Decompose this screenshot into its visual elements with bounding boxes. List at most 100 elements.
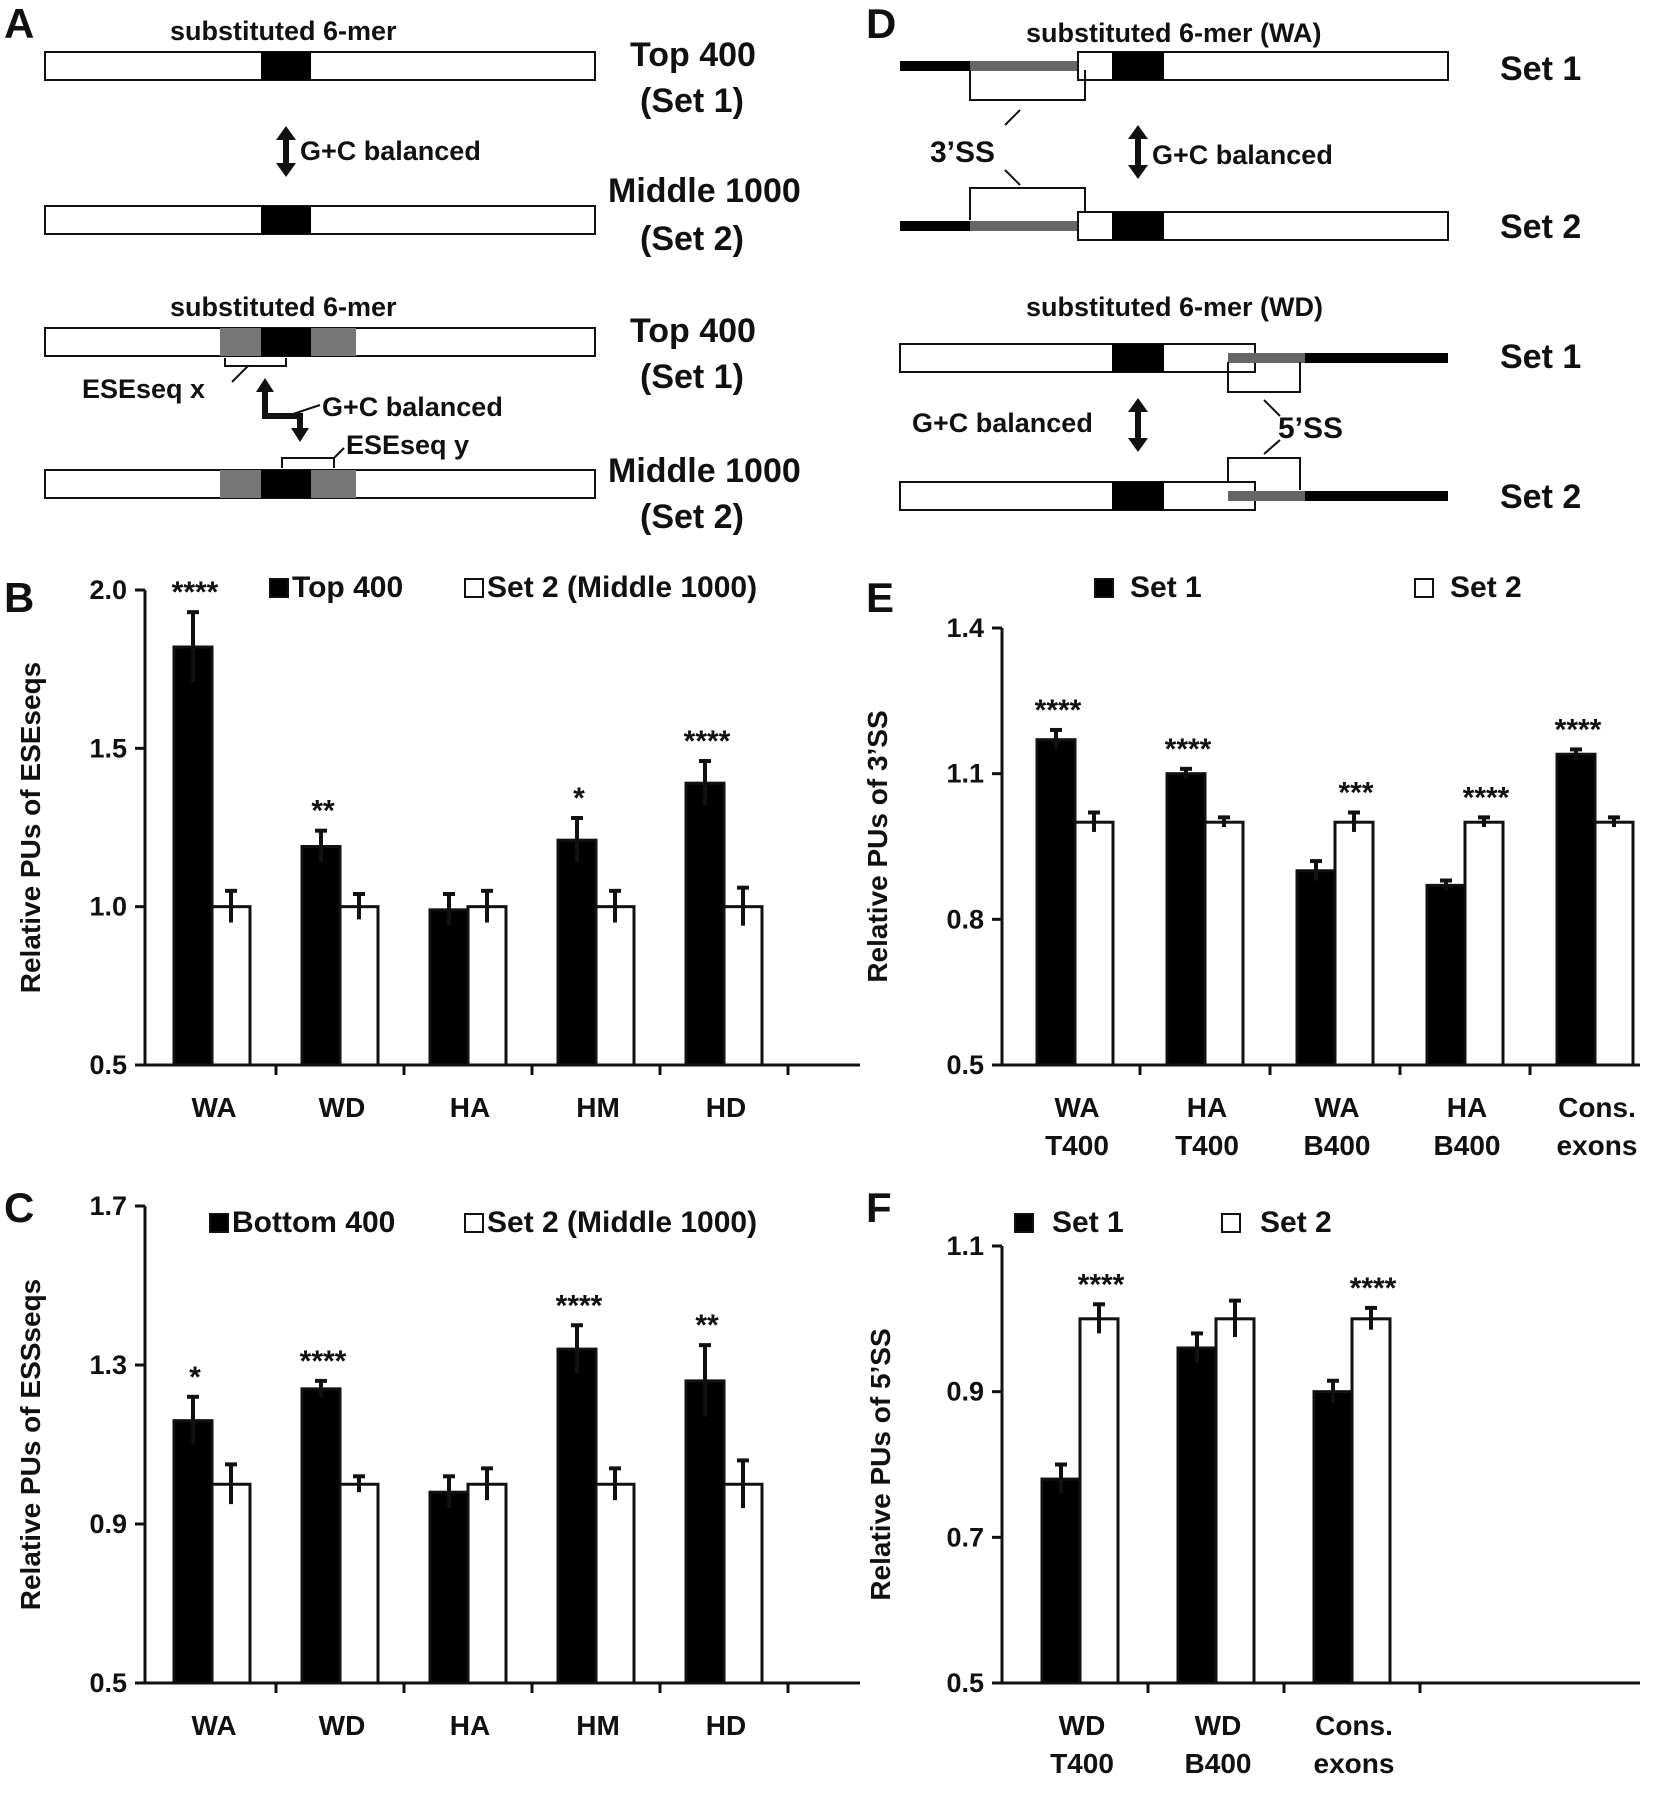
significance-label: * xyxy=(189,1361,201,1394)
top400-label-1: Top 400 xyxy=(630,36,756,74)
x-tick-label: T400 xyxy=(1175,1130,1239,1161)
legend-label: Set 2 (Middle 1000) xyxy=(487,1206,757,1239)
legend-swatch xyxy=(464,578,484,598)
bar xyxy=(1593,820,1635,1067)
gc-balanced-label-2: G+C balanced xyxy=(322,392,503,422)
substituted-wa-label: substituted 6-mer (WA) xyxy=(1026,18,1322,48)
significance-label: **** xyxy=(1035,694,1082,727)
significance-label: **** xyxy=(172,576,219,609)
bar xyxy=(1295,869,1337,1067)
significance-label: **** xyxy=(1078,1268,1125,1301)
chart-b: 0.5 1.0 1.5 2.0 Relative PUs of ESEseqs Top 4… xyxy=(15,571,860,1123)
x-tick-label: HM xyxy=(576,1092,620,1123)
sequence-bar-2 xyxy=(44,205,596,235)
set1-label-wa: Set 1 xyxy=(1500,50,1581,88)
significance-label: **** xyxy=(1350,1272,1397,1305)
y-axis-label: Relative PUs of ESEseqs xyxy=(15,662,46,993)
x-tick-label: Cons. xyxy=(1315,1710,1393,1741)
significance-label: ** xyxy=(695,1309,719,1342)
set1-label-wd: Set 1 xyxy=(1500,338,1581,376)
bar xyxy=(466,1482,508,1685)
ss3-bracket-2 xyxy=(969,187,1086,220)
significance-label: **** xyxy=(556,1289,603,1322)
bar xyxy=(428,1490,470,1685)
x-tick-label: HA xyxy=(1187,1092,1227,1123)
x-tick-label: WD xyxy=(319,1092,366,1123)
set2-label-2: (Set 2) xyxy=(640,498,744,536)
x-tick-label: B400 xyxy=(1185,1748,1252,1779)
set2-label-wd: Set 2 xyxy=(1500,478,1581,516)
y-tick-label: 0.5 xyxy=(946,1668,984,1698)
arrow-head-down-1 xyxy=(276,163,296,177)
legend-swatch xyxy=(1221,1213,1241,1233)
chart-f: 0.5 0.7 0.9 1.1 Relative PUs of 5’SS Set 1 Set… xyxy=(865,1206,1640,1779)
y-axis-label: Relative PUs of 3’SS xyxy=(862,710,893,982)
legend-swatch xyxy=(269,578,289,598)
eseseq-y-label: ESEseq y xyxy=(346,430,469,460)
significance-label: **** xyxy=(1555,713,1602,746)
bar xyxy=(1073,820,1115,1067)
panel-d-diagram: D substituted 6-mer (WA) Set 1 3’SS G+C … xyxy=(866,0,1581,516)
bar xyxy=(722,905,764,1067)
eseseq-x-bracket xyxy=(224,358,287,367)
bent-arrow-up-head xyxy=(256,378,274,392)
y-tick-label: 1.1 xyxy=(946,759,984,789)
arrow-head-down-wd xyxy=(1128,438,1148,452)
gc-balanced-label-1: G+C balanced xyxy=(300,136,481,166)
x-tick-label: HA xyxy=(450,1092,490,1123)
panel-letter-b: B xyxy=(4,574,34,621)
legend-label: Set 1 xyxy=(1130,571,1202,604)
y-tick-label: 0.8 xyxy=(946,904,984,934)
legend-swatch xyxy=(1414,578,1434,598)
bar xyxy=(338,905,380,1067)
middle-label-2: Middle 1000 xyxy=(608,452,801,490)
significance-label: * xyxy=(573,782,585,815)
set1-label-1: (Set 1) xyxy=(640,82,744,120)
y-tick-label: 1.7 xyxy=(89,1191,127,1221)
arrow-head-up-wa xyxy=(1128,125,1148,139)
y-tick-label: 0.7 xyxy=(946,1522,984,1552)
bar xyxy=(1463,820,1505,1067)
set2-label-1: (Set 2) xyxy=(640,220,744,258)
x-tick-label: WA xyxy=(191,1092,236,1123)
y-tick-label: 0.5 xyxy=(89,1050,127,1080)
x-tick-label: WA xyxy=(1054,1092,1099,1123)
x-tick-label: HD xyxy=(706,1092,746,1123)
chart-c: 0.5 0.9 1.3 1.7 Relative PUs of ESSseqs Botto… xyxy=(15,1191,860,1741)
bar xyxy=(300,845,342,1067)
bar xyxy=(594,1482,636,1685)
hexamer-box-4 xyxy=(261,470,311,498)
bar xyxy=(172,645,214,1067)
x-tick-label: T400 xyxy=(1045,1130,1109,1161)
x-tick-label: exons xyxy=(1314,1748,1395,1779)
bar xyxy=(1333,820,1375,1067)
chart-e: 0.5 0.8 1.1 1.4 Relative PUs of 3’SS Set 1 Set… xyxy=(862,571,1640,1161)
panel-letter-c: C xyxy=(4,1184,34,1231)
panel-letter-f: F xyxy=(866,1184,892,1231)
bar xyxy=(428,908,470,1067)
bar xyxy=(172,1419,214,1685)
bar xyxy=(1555,752,1597,1067)
ss5-bracket-2 xyxy=(1227,457,1301,490)
eseseq-y-bracket xyxy=(281,457,335,468)
set2-label-wa: Set 2 xyxy=(1500,208,1581,246)
bar xyxy=(338,1482,380,1685)
bar xyxy=(556,1347,598,1685)
legend-swatch xyxy=(1094,578,1114,598)
panel-letter-a: A xyxy=(4,0,34,47)
ss3-leader-top xyxy=(1004,109,1021,126)
arrow-head-up-wd xyxy=(1128,398,1148,412)
ese-flank-left-3 xyxy=(220,328,265,356)
x-tick-label: HA xyxy=(450,1710,490,1741)
x-tick-label: Cons. xyxy=(1558,1092,1636,1123)
y-tick-label: 2.0 xyxy=(89,575,127,605)
y-tick-label: 0.9 xyxy=(946,1377,984,1407)
hexamer-wa-1 xyxy=(1112,52,1164,80)
x-tick-label: WD xyxy=(1195,1710,1242,1741)
x-tick-label: HA xyxy=(1447,1092,1487,1123)
ss5-label: 5’SS xyxy=(1278,412,1343,445)
eseseq-x-label: ESEseq x xyxy=(82,374,205,404)
ss3-label: 3’SS xyxy=(930,136,995,169)
bar xyxy=(556,838,598,1067)
y-axis-label: Relative PUs of 5’SS xyxy=(865,1328,896,1600)
